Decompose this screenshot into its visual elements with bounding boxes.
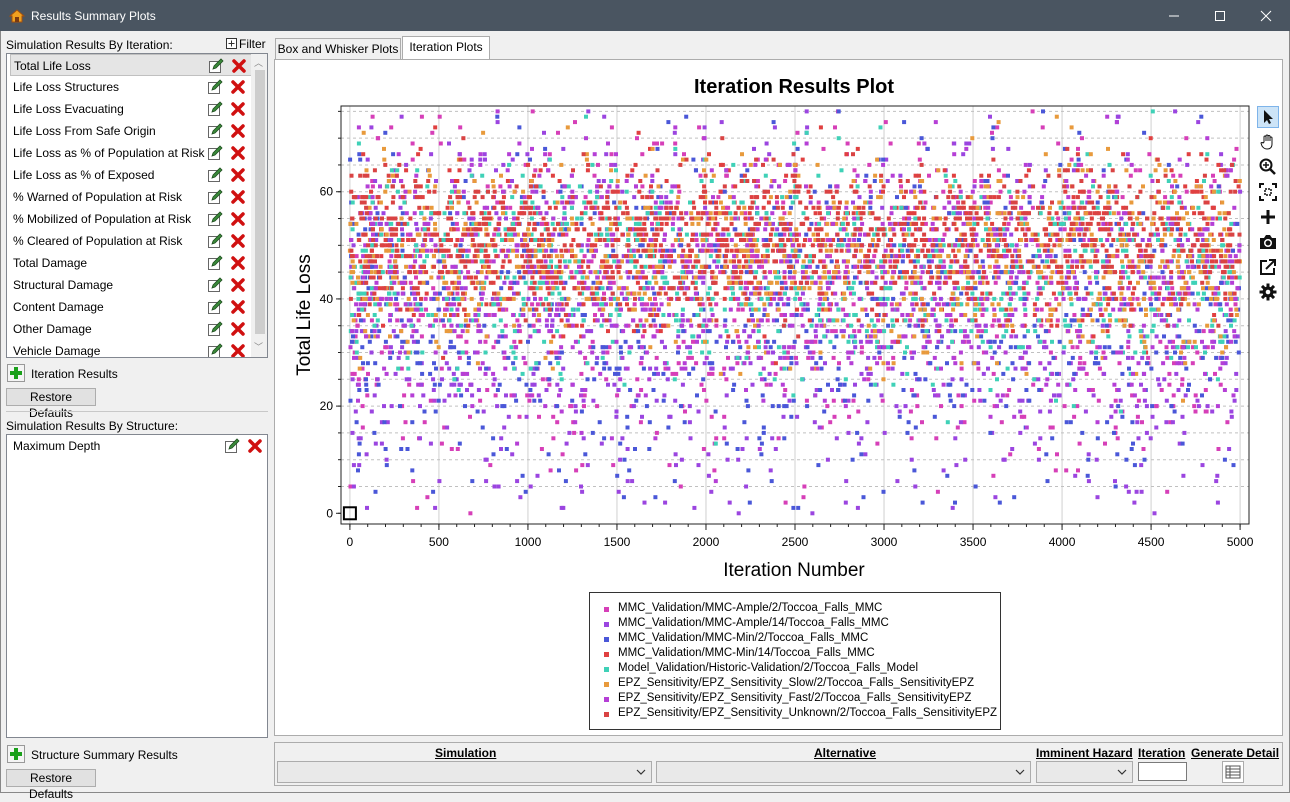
edit-icon[interactable] [207, 189, 223, 205]
structure-summary-results-label: Structure Summary Results [31, 748, 178, 762]
close-icon [1260, 10, 1272, 22]
edit-icon[interactable] [207, 299, 223, 315]
list-item-label: % Warned of Population at Risk [13, 190, 182, 204]
green-plus-icon [8, 746, 24, 762]
restore-defaults-structure-button[interactable]: Restore Defaults [6, 769, 96, 787]
edit-icon[interactable] [207, 211, 223, 227]
list-item-label: Structural Damage [13, 278, 113, 292]
delete-icon[interactable] [230, 123, 246, 139]
list-item-label: Total Damage [13, 256, 87, 270]
edit-icon[interactable] [207, 277, 223, 293]
structure-section-label: Simulation Results By Structure: [6, 419, 178, 433]
iteration-list-item[interactable]: Life Loss as % of Population at Risk [10, 142, 254, 164]
iteration-list-item[interactable]: Total Damage [10, 252, 254, 274]
divider [6, 411, 268, 412]
delete-icon[interactable] [230, 233, 246, 249]
iteration-list-item[interactable]: % Mobilized of Population at Risk [10, 208, 254, 230]
list-item-label: Life Loss as % of Population at Risk [13, 146, 204, 160]
list-item-label: Content Damage [13, 300, 104, 314]
edit-icon[interactable] [207, 101, 223, 117]
iteration-list-item[interactable]: Life Loss Evacuating [10, 98, 254, 120]
scroll-up-icon[interactable]: ︿ [254, 56, 263, 69]
list-item-label: Life Loss as % of Exposed [13, 168, 154, 182]
delete-icon[interactable] [230, 101, 246, 117]
delete-icon[interactable] [230, 321, 246, 337]
list-item-label: % Cleared of Population at Risk [13, 234, 182, 248]
edit-icon[interactable] [207, 79, 223, 95]
scroll-down-icon[interactable]: ﹀ [254, 340, 263, 353]
list-item-label: % Mobilized of Population at Risk [13, 212, 191, 226]
add-iteration-results-button[interactable] [7, 364, 25, 382]
edit-icon[interactable] [207, 321, 223, 337]
app-house-icon [9, 8, 25, 24]
delete-icon[interactable] [230, 299, 246, 315]
edit-icon[interactable] [207, 167, 223, 183]
list-scrollbar[interactable]: ︿ ﹀ [251, 54, 268, 357]
edit-icon[interactable] [208, 58, 224, 74]
list-item-label: Life Loss Evacuating [13, 102, 124, 116]
delete-icon[interactable] [230, 277, 246, 293]
edit-icon[interactable] [207, 255, 223, 271]
iteration-results-label: Iteration Results [31, 367, 118, 381]
structure-list-item[interactable]: Maximum Depth [10, 435, 254, 457]
structure-results-list[interactable]: Maximum Depth [6, 434, 268, 738]
restore-defaults-iteration-button[interactable]: Restore Defaults [6, 388, 96, 406]
delete-icon[interactable] [231, 58, 247, 74]
edit-icon[interactable] [207, 145, 223, 161]
delete-icon[interactable] [247, 438, 263, 454]
iteration-list-item[interactable]: % Cleared of Population at Risk [10, 230, 254, 252]
edit-icon[interactable] [207, 233, 223, 249]
title-bar: Results Summary Plots [0, 0, 1290, 31]
window-title: Results Summary Plots [31, 9, 156, 23]
iteration-list-item[interactable]: Life Loss From Safe Origin [10, 120, 254, 142]
iteration-section-label: Simulation Results By Iteration: [6, 38, 173, 52]
minimize-button[interactable] [1151, 0, 1197, 31]
iteration-list-item[interactable]: Other Damage [10, 318, 254, 340]
list-item-label: Other Damage [13, 322, 92, 336]
iteration-list-item[interactable]: Structural Damage [10, 274, 254, 296]
iteration-list-item[interactable]: Life Loss Structures [10, 76, 254, 98]
green-plus-icon [8, 365, 24, 381]
iteration-list-item[interactable]: Total Life Loss [10, 54, 254, 76]
delete-icon[interactable] [230, 211, 246, 227]
list-item-label: Total Life Loss [14, 59, 91, 73]
maximize-button[interactable] [1197, 0, 1243, 31]
list-item-label: Life Loss From Safe Origin [13, 124, 156, 138]
tab-iteration-plots[interactable]: Iteration Plots [402, 36, 490, 60]
close-button[interactable] [1243, 0, 1289, 31]
edit-icon[interactable] [207, 343, 223, 358]
list-item-label: Vehicle Damage [13, 344, 100, 358]
filter-label: Filter [239, 37, 266, 51]
minimize-icon [1168, 10, 1180, 22]
iteration-list-item[interactable]: Content Damage [10, 296, 254, 318]
delete-icon[interactable] [230, 79, 246, 95]
list-item-label: Life Loss Structures [13, 80, 119, 94]
iteration-list-item[interactable]: % Warned of Population at Risk [10, 186, 254, 208]
iteration-results-list[interactable]: Total Life Loss Life Loss Structures Life … [6, 53, 268, 358]
iteration-list-item[interactable]: Life Loss as % of Exposed [10, 164, 254, 186]
delete-icon[interactable] [230, 145, 246, 161]
edit-icon[interactable] [224, 438, 240, 454]
tab-box-and-whisker-plots[interactable]: Box and Whisker Plots [275, 38, 401, 60]
delete-icon[interactable] [230, 167, 246, 183]
delete-icon[interactable] [230, 189, 246, 205]
list-item-label: Maximum Depth [13, 439, 100, 453]
edit-icon[interactable] [207, 123, 223, 139]
iteration-list-item[interactable]: Vehicle Damage [10, 340, 254, 358]
maximize-icon [1214, 10, 1226, 22]
expand-filter-icon [226, 38, 237, 49]
scrollbar-thumb[interactable] [255, 70, 265, 334]
delete-icon[interactable] [230, 343, 246, 358]
delete-icon[interactable] [230, 255, 246, 271]
add-structure-results-button[interactable] [7, 745, 25, 763]
